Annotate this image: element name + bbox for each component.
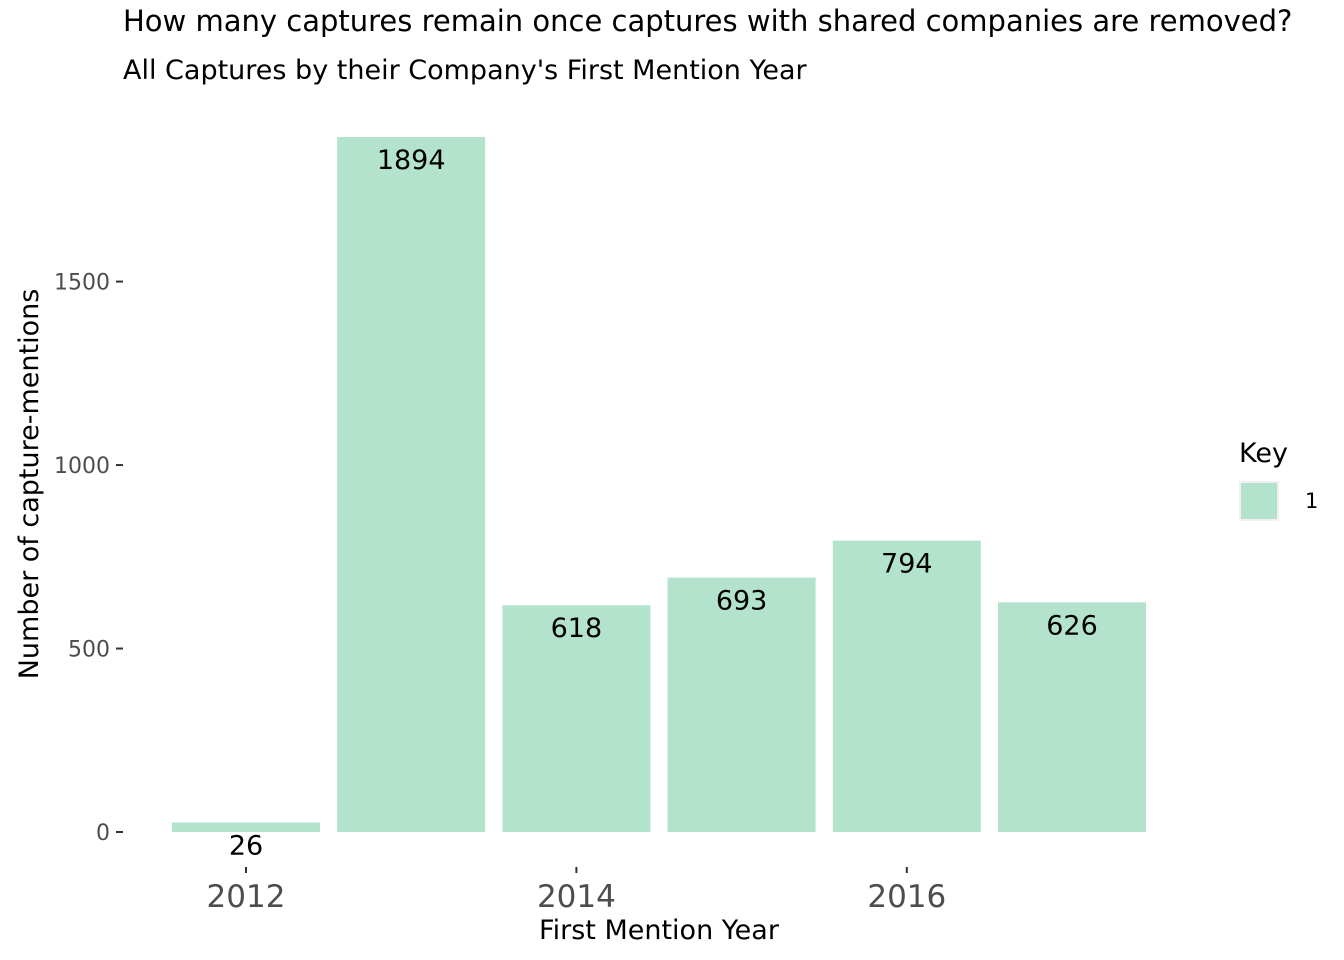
y-tick-label: 1000 bbox=[54, 454, 110, 479]
x-axis: 2012 2014 2016 bbox=[207, 867, 946, 915]
bars-layer bbox=[172, 137, 1146, 832]
bar bbox=[998, 602, 1146, 832]
bar-value-label: 693 bbox=[716, 586, 768, 617]
legend-swatch bbox=[1239, 481, 1279, 521]
x-tick-label: 2012 bbox=[207, 879, 286, 915]
data-labels-layer: 26 1894 618 693 794 626 bbox=[229, 145, 1098, 861]
legend-label: 1 bbox=[1305, 489, 1319, 513]
bar-value-label: 794 bbox=[881, 549, 933, 580]
legend-title: Key bbox=[1239, 438, 1288, 469]
bar-value-label: 618 bbox=[551, 613, 603, 644]
bar-value-label: 1894 bbox=[377, 145, 446, 176]
x-tick-label: 2016 bbox=[867, 879, 946, 915]
y-axis-title: Number of capture-mentions bbox=[14, 289, 45, 680]
chart-subtitle: All Captures by their Company's First Me… bbox=[123, 55, 807, 86]
bar bbox=[832, 540, 981, 832]
y-tick-label: 0 bbox=[96, 821, 110, 846]
chart-title: How many captures remain once captures w… bbox=[123, 4, 1293, 38]
y-tick-label: 1500 bbox=[54, 271, 110, 296]
bar bbox=[337, 137, 486, 832]
legend-entry: 1 bbox=[1239, 481, 1339, 521]
bar-value-label: 26 bbox=[229, 830, 263, 861]
bar-value-label: 626 bbox=[1046, 610, 1098, 641]
bar bbox=[667, 577, 816, 832]
legend: Key 1 bbox=[1239, 438, 1339, 521]
x-axis-title: First Mention Year bbox=[539, 915, 780, 946]
bar bbox=[172, 822, 320, 832]
bar bbox=[502, 605, 651, 832]
y-tick-label: 500 bbox=[68, 638, 110, 663]
y-axis: 0 500 1000 1500 bbox=[54, 271, 123, 846]
x-tick-label: 2014 bbox=[537, 879, 616, 915]
